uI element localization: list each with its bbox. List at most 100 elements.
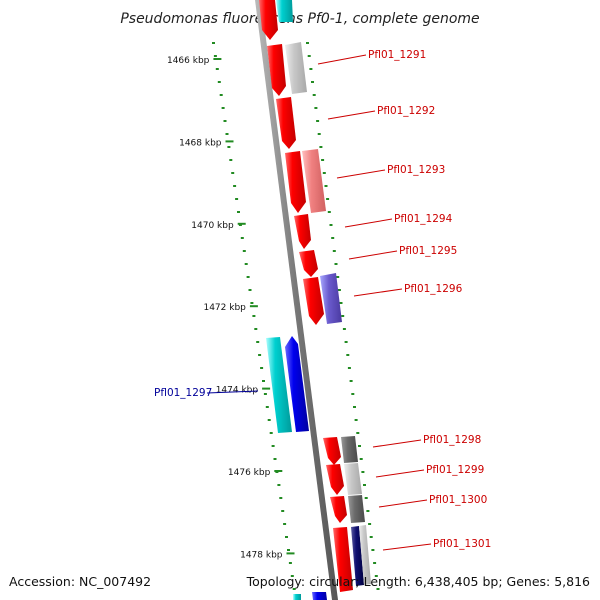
ruler-tick-mark: [262, 387, 271, 390]
ruler-tick-label: 1476 kbp: [228, 468, 271, 478]
gene-label[interactable]: Pfl01_1298: [423, 434, 481, 446]
gene-arrow-forward[interactable]: [294, 214, 311, 249]
ruler-dot: [269, 432, 273, 434]
gene-feature-gray[interactable]: [359, 525, 371, 585]
ruler-dot: [240, 237, 244, 239]
gene-feature-navy[interactable]: [351, 526, 364, 586]
gene-feature-reverse[interactable]: [266, 337, 292, 433]
ruler-dot: [235, 198, 239, 200]
gene-arrow-forward[interactable]: [276, 97, 296, 149]
gene-label[interactable]: Pfl01_1293: [387, 164, 445, 176]
ruler-dot: [321, 159, 325, 161]
ruler-tick-mark: [274, 470, 283, 472]
ruler-dot: [364, 497, 368, 499]
ruler-tick-mark: [213, 58, 222, 60]
gene-feature-reverse[interactable]: [312, 592, 327, 600]
ruler-dot: [237, 211, 240, 213]
ruler-dot: [292, 588, 296, 590]
ruler-dot: [212, 42, 215, 44]
ruler-dot: [285, 536, 288, 538]
gene-label[interactable]: Pfl01_1294: [394, 213, 453, 225]
ruler-dot: [229, 159, 233, 161]
ruler-dot: [233, 185, 237, 187]
ruler-dot: [322, 172, 326, 174]
ruler-dot: [213, 55, 217, 57]
ruler-dot: [354, 419, 358, 421]
gene-arrow-forward[interactable]: [285, 151, 306, 213]
ruler-dot: [246, 276, 250, 278]
ruler-dot: [349, 380, 353, 382]
ruler-dot: [248, 289, 252, 291]
ruler-tick-label: 1472 kbp: [203, 303, 246, 313]
map-title: Pseudomonas fluorescens Pf0-1, complete …: [120, 11, 479, 27]
ruler-dot: [344, 341, 348, 343]
gene-feature-gray[interactable]: [285, 42, 307, 94]
gene-arrow-forward[interactable]: [333, 527, 353, 592]
gene-arrow-forward[interactable]: [259, 0, 278, 40]
gene-arrow-forward[interactable]: [330, 496, 347, 523]
gene-arrow-forward[interactable]: [267, 44, 286, 96]
ruler-dot: [336, 276, 340, 278]
ruler-dot: [316, 120, 320, 122]
ruler-dot: [283, 523, 287, 525]
gene-feature-reverse[interactable]: [276, 0, 293, 22]
ruler-dot: [334, 263, 338, 265]
gene-label[interactable]: Pfl01_1299: [426, 464, 484, 476]
gene-feature-purple[interactable]: [320, 273, 342, 324]
ruler-dot: [359, 458, 363, 460]
ruler-dot: [353, 406, 356, 408]
ruler-tick-label: 1468 kbp: [179, 138, 222, 148]
ruler-dot: [287, 549, 290, 551]
gene-label[interactable]: Pfl01_1291: [368, 49, 426, 61]
ruler-tick-label: 1470 kbp: [191, 221, 234, 231]
ruler-dot: [329, 224, 333, 226]
gene-arrow-reverse[interactable]: [285, 336, 309, 432]
gene-feature-pink[interactable]: [302, 149, 326, 213]
gene-arrow-forward[interactable]: [303, 277, 324, 325]
gene-label[interactable]: Pfl01_1295: [399, 245, 457, 257]
gene-arrow-forward[interactable]: [299, 250, 318, 277]
ruler-tick-mark: [225, 140, 234, 143]
ruler-dot: [273, 458, 277, 460]
gene-feature-gray[interactable]: [348, 495, 365, 523]
ruler-dot: [369, 536, 373, 538]
ruler-dot: [326, 198, 330, 200]
gene-label[interactable]: Pfl01_1296: [404, 283, 463, 295]
ruler-dot: [327, 211, 331, 213]
gene-feature-gray[interactable]: [341, 436, 358, 463]
gene-labels: Pfl01_1291 Pfl01_1292 Pfl01_1293 Pfl01_1…: [154, 49, 491, 550]
ruler-dot: [317, 133, 321, 135]
gene-label[interactable]: Pfl01_1300: [429, 494, 487, 506]
ruler-dot: [221, 107, 225, 109]
ruler-dot: [223, 120, 227, 122]
ruler-dot: [271, 445, 275, 447]
gene-arrow-forward[interactable]: [323, 437, 341, 465]
ruler-dot: [347, 367, 351, 369]
gene-feature-gray[interactable]: [344, 463, 362, 495]
ruler-dot: [279, 497, 283, 499]
ruler-dot: [263, 393, 267, 395]
ruler-tick-label: 1466 kbp: [167, 56, 210, 66]
ruler-tick-mark: [249, 305, 258, 308]
ruler-dot: [337, 289, 341, 291]
ruler-dot: [277, 484, 281, 486]
ruler-dot: [358, 445, 361, 447]
ruler-dot: [258, 354, 262, 356]
gene-label-leaders: [206, 54, 432, 551]
ruler-dot: [252, 315, 256, 317]
ruler-dot: [361, 471, 365, 473]
ruler-dot: [215, 68, 219, 70]
ruler-dot: [238, 224, 242, 226]
ruler-dot: [231, 172, 235, 174]
ruler-dot: [242, 250, 246, 252]
gene-label[interactable]: Pfl01_1292: [377, 105, 435, 117]
gene-label[interactable]: Pfl01_1297: [154, 387, 212, 399]
ruler-dot: [267, 419, 271, 421]
gene-label[interactable]: Pfl01_1301: [433, 538, 491, 550]
gene-arrow-forward[interactable]: [326, 464, 344, 495]
gene-feature-reverse[interactable]: [293, 594, 301, 600]
ruler-dot: [225, 133, 229, 135]
ruler-dot: [306, 42, 309, 44]
gene-features: [259, 0, 371, 600]
